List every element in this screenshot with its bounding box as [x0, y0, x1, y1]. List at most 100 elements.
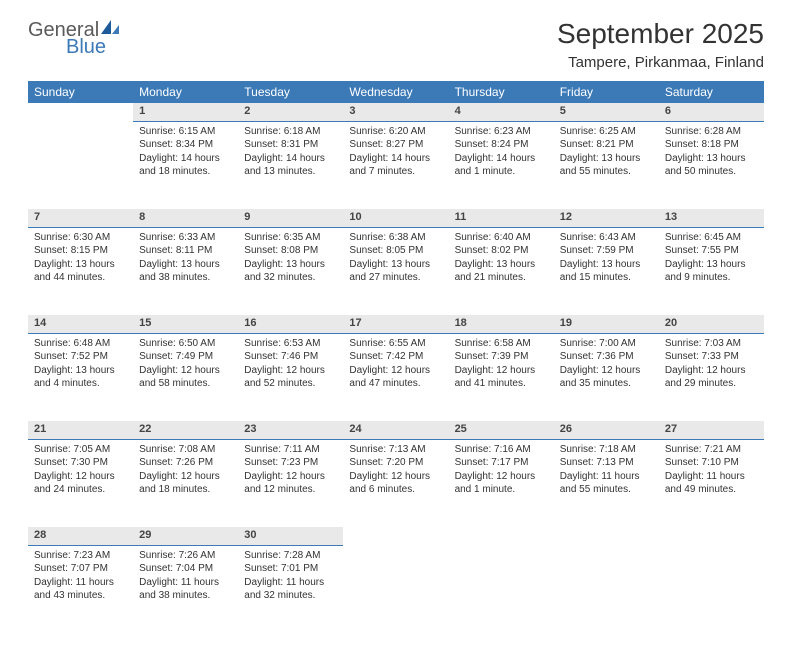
logo: General Blue — [28, 18, 121, 62]
sunset-text: Sunset: 8:15 PM — [34, 244, 127, 258]
daylight-text: and 15 minutes. — [560, 271, 653, 285]
daylight-text: Daylight: 11 hours — [244, 576, 337, 590]
day-number-cell: 24 — [343, 421, 448, 439]
sunset-text: Sunset: 7:49 PM — [139, 350, 232, 364]
day-details: Sunrise: 6:23 AMSunset: 8:24 PMDaylight:… — [449, 122, 554, 185]
daylight-text: Daylight: 14 hours — [244, 152, 337, 166]
sunrise-text: Sunrise: 6:40 AM — [455, 231, 548, 245]
sunrise-text: Sunrise: 7:13 AM — [349, 443, 442, 457]
sunset-text: Sunset: 8:05 PM — [349, 244, 442, 258]
day-number: 1 — [133, 103, 238, 119]
day-number-cell: 11 — [449, 209, 554, 227]
day-details: Sunrise: 6:53 AMSunset: 7:46 PMDaylight:… — [238, 334, 343, 397]
day-cell: Sunrise: 6:40 AMSunset: 8:02 PMDaylight:… — [449, 227, 554, 311]
daylight-text: and 18 minutes. — [139, 165, 232, 179]
sunrise-text: Sunrise: 7:23 AM — [34, 549, 127, 563]
daylight-text: Daylight: 13 hours — [560, 152, 653, 166]
day-number: 18 — [449, 315, 554, 331]
daylight-text: Daylight: 11 hours — [665, 470, 758, 484]
month-title: September 2025 — [557, 18, 764, 50]
day-number: 16 — [238, 315, 343, 331]
day-details: Sunrise: 6:20 AMSunset: 8:27 PMDaylight:… — [343, 122, 448, 185]
daylight-text: and 27 minutes. — [349, 271, 442, 285]
day-cell: Sunrise: 6:35 AMSunset: 8:08 PMDaylight:… — [238, 227, 343, 311]
daylight-text: and 55 minutes. — [560, 483, 653, 497]
sunrise-text: Sunrise: 6:15 AM — [139, 125, 232, 139]
day-number-cell: 15 — [133, 315, 238, 333]
sunrise-text: Sunrise: 7:28 AM — [244, 549, 337, 563]
calendar-grid: Sunday Monday Tuesday Wednesday Thursday… — [28, 81, 764, 629]
sunset-text: Sunset: 7:26 PM — [139, 456, 232, 470]
day-number-cell: 10 — [343, 209, 448, 227]
day-details: Sunrise: 6:38 AMSunset: 8:05 PMDaylight:… — [343, 228, 448, 291]
sunset-text: Sunset: 7:59 PM — [560, 244, 653, 258]
daylight-text: and 52 minutes. — [244, 377, 337, 391]
day-details: Sunrise: 6:28 AMSunset: 8:18 PMDaylight:… — [659, 122, 764, 185]
day-number-cell — [449, 527, 554, 545]
day-number: 24 — [343, 421, 448, 437]
daylight-text: and 38 minutes. — [139, 271, 232, 285]
sunrise-text: Sunrise: 6:28 AM — [665, 125, 758, 139]
day-cell: Sunrise: 7:18 AMSunset: 7:13 PMDaylight:… — [554, 439, 659, 523]
sunset-text: Sunset: 7:20 PM — [349, 456, 442, 470]
day-number-row: 123456 — [28, 103, 764, 121]
day-details: Sunrise: 6:40 AMSunset: 8:02 PMDaylight:… — [449, 228, 554, 291]
day-cell: Sunrise: 6:18 AMSunset: 8:31 PMDaylight:… — [238, 121, 343, 205]
day-number-cell: 3 — [343, 103, 448, 121]
sunrise-text: Sunrise: 7:21 AM — [665, 443, 758, 457]
sunset-text: Sunset: 8:31 PM — [244, 138, 337, 152]
sunrise-text: Sunrise: 6:20 AM — [349, 125, 442, 139]
daylight-text: Daylight: 14 hours — [139, 152, 232, 166]
day-number: 6 — [659, 103, 764, 119]
day-number-row: 14151617181920 — [28, 315, 764, 333]
weekday-header: Wednesday — [343, 81, 448, 103]
day-number: 14 — [28, 315, 133, 331]
day-cell: Sunrise: 6:33 AMSunset: 8:11 PMDaylight:… — [133, 227, 238, 311]
daylight-text: and 12 minutes. — [244, 483, 337, 497]
day-number: 13 — [659, 209, 764, 225]
day-details: Sunrise: 7:26 AMSunset: 7:04 PMDaylight:… — [133, 546, 238, 609]
sunset-text: Sunset: 7:23 PM — [244, 456, 337, 470]
day-cell: Sunrise: 6:43 AMSunset: 7:59 PMDaylight:… — [554, 227, 659, 311]
daylight-text: and 13 minutes. — [244, 165, 337, 179]
daylight-text: Daylight: 12 hours — [455, 470, 548, 484]
day-number-cell: 17 — [343, 315, 448, 333]
day-number-cell: 12 — [554, 209, 659, 227]
daylight-text: Daylight: 13 hours — [349, 258, 442, 272]
daylight-text: Daylight: 14 hours — [455, 152, 548, 166]
day-number: 22 — [133, 421, 238, 437]
sunset-text: Sunset: 8:24 PM — [455, 138, 548, 152]
day-number-cell: 29 — [133, 527, 238, 545]
day-number-cell — [659, 527, 764, 545]
day-number-row: 282930 — [28, 527, 764, 545]
day-number: 7 — [28, 209, 133, 225]
day-cell: Sunrise: 6:48 AMSunset: 7:52 PMDaylight:… — [28, 333, 133, 417]
day-number-cell — [554, 527, 659, 545]
day-number: 19 — [554, 315, 659, 331]
day-details: Sunrise: 7:18 AMSunset: 7:13 PMDaylight:… — [554, 440, 659, 503]
sunset-text: Sunset: 7:36 PM — [560, 350, 653, 364]
weekday-header: Friday — [554, 81, 659, 103]
daylight-text: Daylight: 13 hours — [665, 258, 758, 272]
daylight-text: and 58 minutes. — [139, 377, 232, 391]
sunrise-text: Sunrise: 6:55 AM — [349, 337, 442, 351]
daylight-text: Daylight: 12 hours — [244, 470, 337, 484]
day-number-cell: 19 — [554, 315, 659, 333]
day-number-cell: 14 — [28, 315, 133, 333]
day-number: 30 — [238, 527, 343, 543]
day-cell: Sunrise: 7:28 AMSunset: 7:01 PMDaylight:… — [238, 545, 343, 629]
day-number-cell: 6 — [659, 103, 764, 121]
day-number: 25 — [449, 421, 554, 437]
day-number: 21 — [28, 421, 133, 437]
day-cell: Sunrise: 6:45 AMSunset: 7:55 PMDaylight:… — [659, 227, 764, 311]
day-content-row: Sunrise: 7:05 AMSunset: 7:30 PMDaylight:… — [28, 439, 764, 523]
day-details: Sunrise: 7:21 AMSunset: 7:10 PMDaylight:… — [659, 440, 764, 503]
sunset-text: Sunset: 7:13 PM — [560, 456, 653, 470]
calendar-page: General Blue September 2025 Tampere, Pir… — [0, 0, 792, 647]
day-number: 2 — [238, 103, 343, 119]
day-details: Sunrise: 7:08 AMSunset: 7:26 PMDaylight:… — [133, 440, 238, 503]
day-number: 10 — [343, 209, 448, 225]
day-details: Sunrise: 7:23 AMSunset: 7:07 PMDaylight:… — [28, 546, 133, 609]
daylight-text: Daylight: 12 hours — [455, 364, 548, 378]
day-cell: Sunrise: 7:13 AMSunset: 7:20 PMDaylight:… — [343, 439, 448, 523]
